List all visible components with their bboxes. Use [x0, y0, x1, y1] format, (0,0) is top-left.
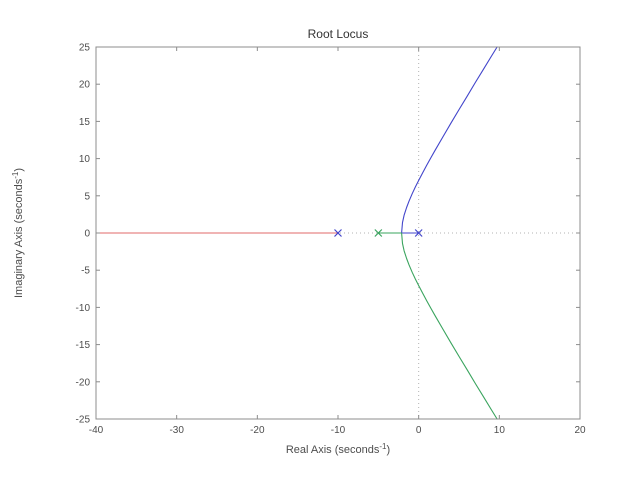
pole-cross-stroke — [334, 229, 342, 237]
y-tick-label: 15 — [79, 117, 91, 128]
x-tick-label: 10 — [494, 425, 506, 436]
pole-marker-2 — [414, 229, 423, 237]
pole-markers — [334, 229, 423, 237]
x-tick-label: -30 — [169, 425, 184, 436]
pole-cross-stroke — [414, 229, 423, 237]
x-tick-label: -20 — [250, 425, 265, 436]
y-tick-label: -10 — [76, 303, 91, 314]
axis-tick-labels: -40 -30 -20 -10 0 10 20 -25 -20 -15 -10 -5 0 5 10 15 20 2… — [76, 43, 586, 437]
y-tick-label: -15 — [76, 340, 91, 351]
y-axis-label: Imaginary Axis (seconds-1) — [11, 168, 25, 298]
y-tick-label: 0 — [84, 229, 90, 240]
pole-marker-1 — [374, 229, 383, 237]
upper-complex-branch — [401, 46, 498, 234]
x-tick-label: -40 — [89, 425, 104, 436]
locus-branches — [95, 46, 498, 420]
x-tick-label: 0 — [416, 425, 422, 436]
x-axis-label: Real Axis (seconds-1) — [286, 442, 390, 456]
x-tick-label: 20 — [574, 425, 586, 436]
y-tick-label: -5 — [81, 266, 90, 277]
pole-marker-0 — [334, 229, 342, 237]
y-tick-label: 25 — [79, 43, 91, 54]
chart-title: Root Locus — [308, 27, 369, 41]
pole-cross-stroke — [374, 229, 383, 237]
y-tick-label: 10 — [79, 154, 91, 165]
axes-box — [95, 46, 581, 420]
x-tick-label: -10 — [331, 425, 346, 436]
y-tick-label: 5 — [84, 191, 90, 202]
y-tick-label: -25 — [76, 415, 91, 426]
lower-complex-branch — [401, 232, 498, 420]
y-tick-label: 20 — [79, 80, 91, 91]
y-tick-label: -20 — [76, 377, 91, 388]
